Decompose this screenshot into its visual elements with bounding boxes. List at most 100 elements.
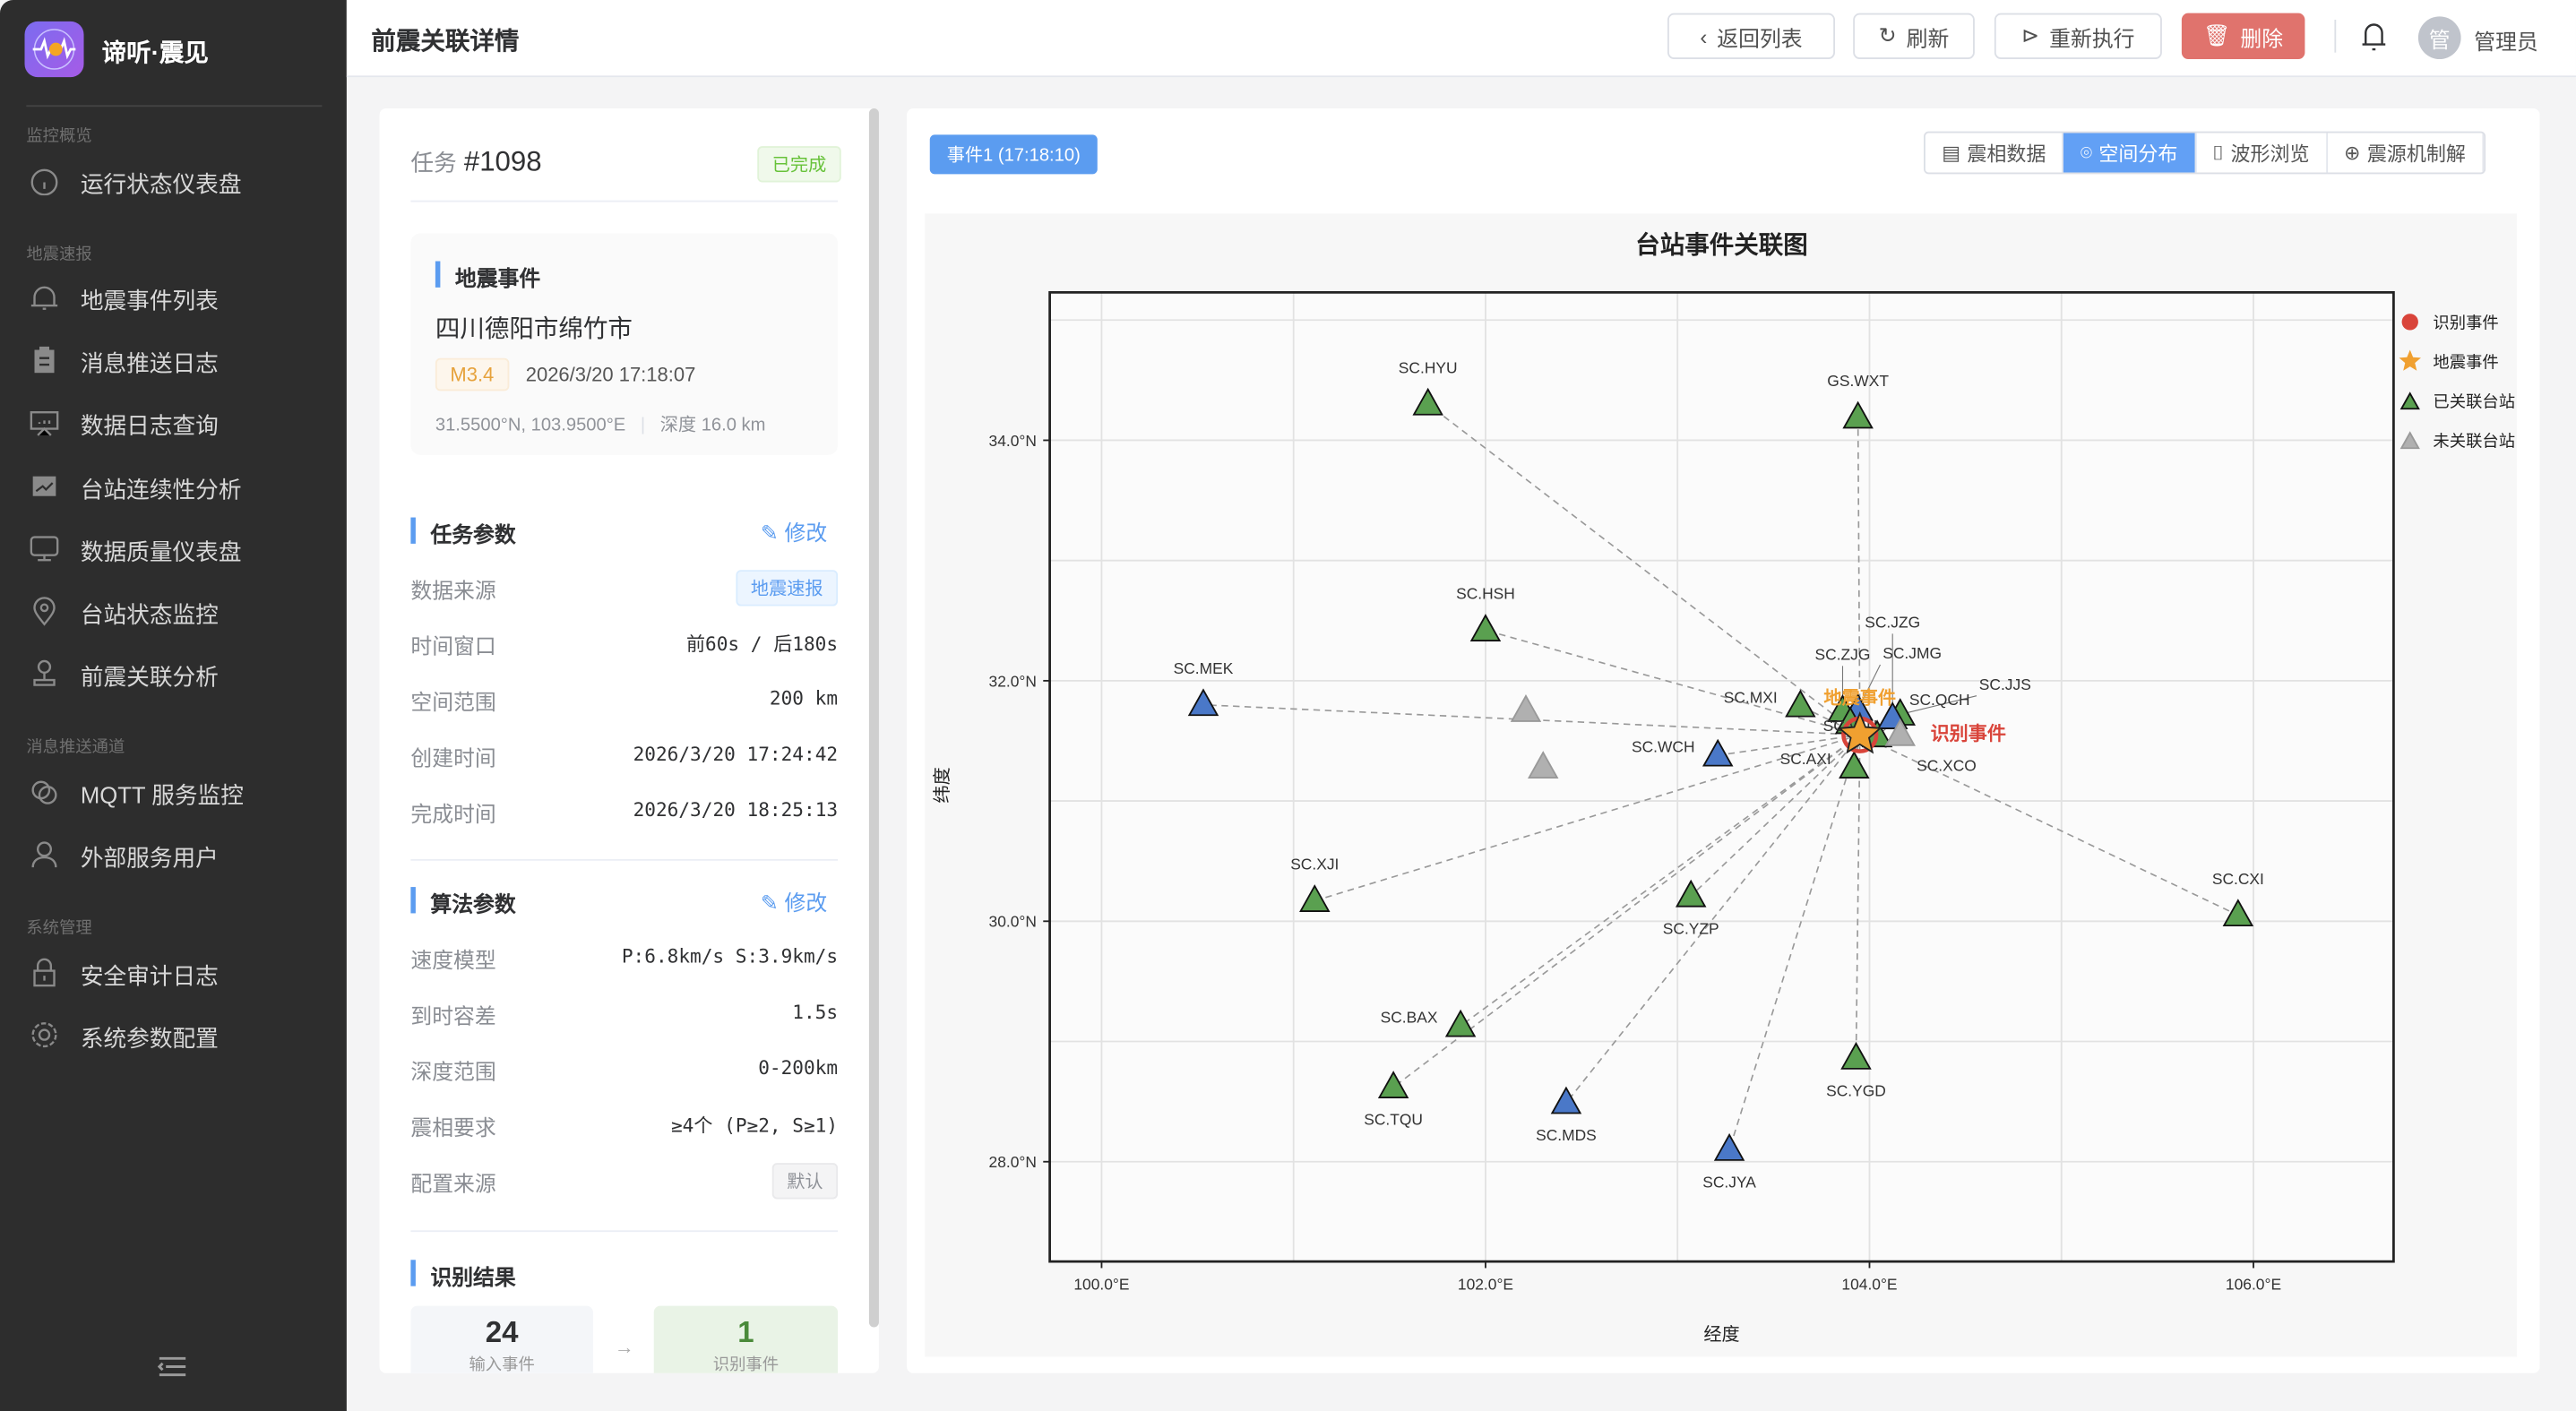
- station-marker: [1377, 1071, 1409, 1098]
- station-label: SC.WCH: [1632, 737, 1695, 755]
- station-marker: [1675, 879, 1707, 908]
- presentation-icon: ⌷: [2211, 140, 2225, 164]
- separator: |: [640, 415, 646, 435]
- edit-icon: ✎: [760, 890, 785, 916]
- tab-1[interactable]: ⌾ 空间分布: [2063, 133, 2196, 173]
- sidebar-divider: [26, 105, 323, 108]
- avatar[interactable]: 管: [2417, 16, 2461, 60]
- param-value: 0-200km: [758, 1055, 839, 1080]
- sidebar-section-label: 系统管理: [26, 919, 92, 938]
- divider: [410, 858, 839, 861]
- sidebar-item[interactable]: 外部服务用户: [26, 830, 322, 879]
- clipboard-icon: [30, 345, 59, 374]
- legend-label: 地震事件: [2433, 353, 2498, 372]
- edit-icon: ✎: [760, 521, 785, 546]
- tab-2[interactable]: ⌷ 波形浏览: [2196, 133, 2328, 173]
- x-axis-label: 经度: [1703, 1324, 1739, 1345]
- station-label: SC.JJS: [1979, 675, 2031, 693]
- sidebar-item-label: MQTT 服务监控: [80, 781, 244, 809]
- tab-label: 波形浏览: [2230, 142, 2310, 166]
- sidebar-item[interactable]: 台站连续性分析: [26, 461, 322, 511]
- back-to-list-button[interactable]: ‹ 返回列表: [1667, 13, 1836, 60]
- station-label: SC.MXI: [1724, 688, 1778, 706]
- param-label: 到时容差: [410, 1003, 496, 1028]
- association-line: [1690, 734, 1861, 897]
- association-line: [1427, 403, 1861, 736]
- identified-events-stat: 1 识别事件: [653, 1305, 839, 1373]
- edit-algo-button[interactable]: ✎ 修改: [761, 885, 827, 916]
- sidebar-item[interactable]: 台站状态监控: [26, 587, 322, 636]
- station-label: SC.MDS: [1536, 1126, 1597, 1144]
- station-label: SC.QCH: [1909, 691, 1970, 709]
- chart-title: 台站事件关联图: [1635, 230, 1807, 258]
- sidebar-section-label: 地震速报: [26, 246, 92, 265]
- x-tick-label: 100.0°E: [1073, 1275, 1129, 1293]
- association-line: [1202, 703, 1860, 736]
- result-heading: 识别结果: [430, 1264, 516, 1290]
- legend-triangle-icon: [2399, 391, 2420, 410]
- tab-3[interactable]: ⊕ 震源机制解: [2328, 133, 2485, 173]
- sidebar-item[interactable]: 地震事件列表: [26, 272, 322, 322]
- sidebar-item[interactable]: 安全审计日志: [26, 948, 322, 997]
- event-tab-1[interactable]: 事件1 (17:18:10): [929, 134, 1098, 175]
- association-line: [1314, 734, 1861, 902]
- input-label: 输入事件: [469, 1356, 535, 1373]
- rerun-button[interactable]: ⊳ 重新执行: [1994, 13, 2162, 60]
- tab-label: 震源机制解: [2366, 142, 2466, 166]
- legend-label: 识别事件: [2433, 314, 2498, 332]
- output-label: 识别事件: [712, 1356, 780, 1373]
- app-logo: [24, 21, 84, 78]
- user-name[interactable]: 管理员: [2474, 30, 2538, 55]
- sidebar-item[interactable]: 系统参数配置: [26, 1011, 322, 1060]
- param-label: 速度模型: [410, 947, 496, 973]
- param-value: 2026/3/20 17:24:42: [633, 742, 839, 766]
- param-value: 前60s / 后180s: [685, 632, 839, 656]
- param-value: 默认: [771, 1163, 839, 1200]
- station-label: SC.CXI: [2212, 870, 2264, 888]
- y-tick-label: 28.0°N: [989, 1153, 1037, 1171]
- sidebar-item[interactable]: 数据质量仪表盘: [26, 524, 322, 573]
- output-count: 1: [737, 1315, 754, 1349]
- station-label: GS.WXT: [1827, 372, 1889, 390]
- param-label: 创建时间: [410, 745, 496, 770]
- sidebar-item[interactable]: 消息推送日志: [26, 335, 322, 384]
- station-marker: [1510, 694, 1542, 722]
- algo-heading: 算法参数: [430, 891, 516, 917]
- legend-circle-icon: [2401, 314, 2418, 331]
- station-label: SC.BAX: [1381, 1008, 1438, 1026]
- station-marker: [2222, 899, 2254, 927]
- sidebar-item[interactable]: MQTT 服务监控: [26, 767, 322, 816]
- panel-scrollbar[interactable]: [868, 108, 879, 1328]
- station-label: SC.HSH: [1456, 585, 1515, 603]
- station-marker: [1412, 387, 1443, 416]
- station-marker: [1839, 751, 1870, 779]
- x-tick-label: 102.0°E: [1458, 1275, 1513, 1293]
- collapse-menu-icon[interactable]: [157, 1354, 187, 1380]
- trash-icon: 🗑: [2203, 22, 2231, 48]
- param-label: 时间窗口: [410, 633, 496, 659]
- input-count: 24: [485, 1315, 519, 1349]
- param-value: ≥4个 (P≥2, S≥1): [670, 1114, 839, 1137]
- bell-icon: [30, 282, 59, 312]
- sidebar-item[interactable]: 前震关联分析: [26, 649, 322, 698]
- event-coords-line: 31.5500°N, 103.9500°E | 深度 16.0 km: [435, 410, 766, 436]
- station-label: SC.ZJG: [1815, 646, 1871, 664]
- station-label: SC.AXI: [1780, 750, 1831, 768]
- bell-icon[interactable]: [2361, 20, 2387, 61]
- tab-0[interactable]: ▤ 震相数据: [1926, 133, 2064, 173]
- refresh-button[interactable]: ↻ 刷新: [1853, 13, 1975, 60]
- event-label: 地震事件: [1823, 686, 1896, 708]
- sidebar-item[interactable]: 数据日志查询: [26, 398, 322, 447]
- station-label: SC.XCO: [1917, 757, 1977, 775]
- station-marker: [1702, 738, 1734, 767]
- event-coords: 31.5500°N, 103.9500°E: [435, 415, 626, 435]
- station-marker: [1299, 884, 1331, 912]
- plot-frame: [1048, 290, 2395, 1263]
- edit-params-button[interactable]: ✎ 修改: [761, 516, 827, 547]
- event-location: 四川德阳市绵竹市: [435, 315, 633, 344]
- sidebar-item[interactable]: 运行状态仪表盘: [26, 156, 322, 205]
- delete-button[interactable]: 🗑 删除: [2181, 13, 2305, 60]
- tab-label: 震相数据: [1967, 142, 2046, 166]
- gear-icon: [30, 1020, 59, 1050]
